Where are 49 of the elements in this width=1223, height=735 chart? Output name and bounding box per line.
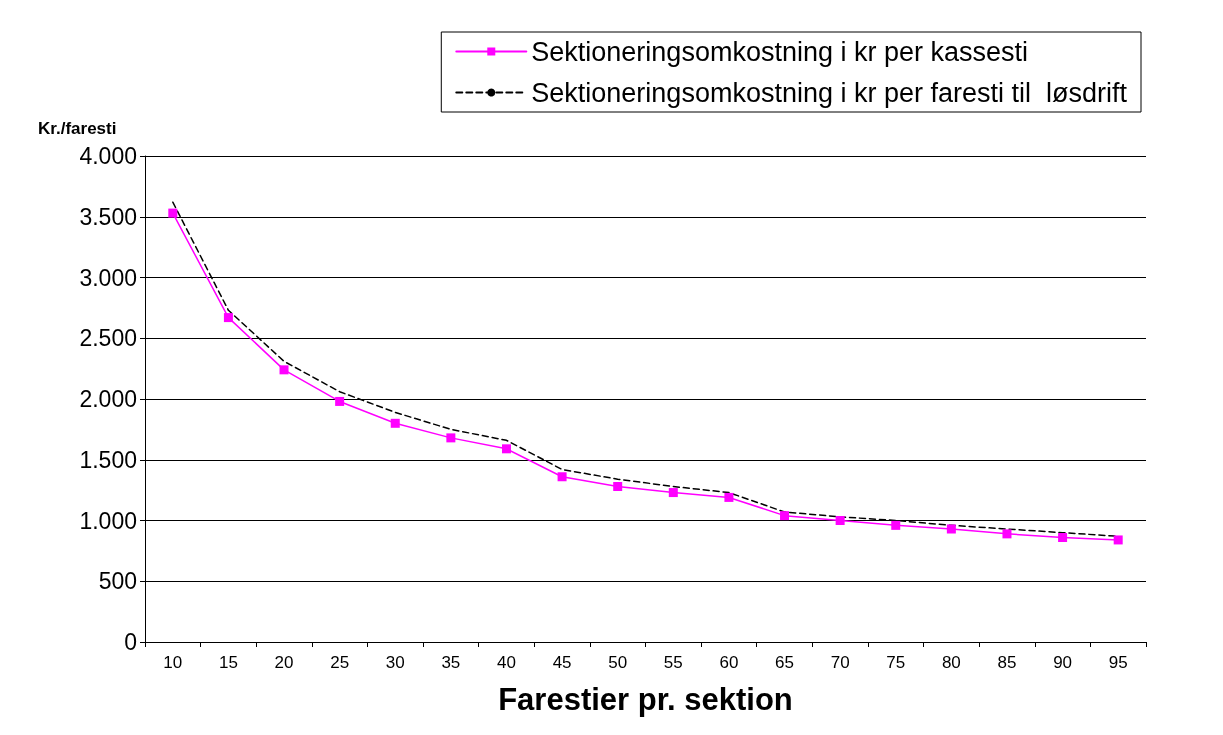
point (668, 488, 678, 498)
x-tick-label: 20 (274, 653, 294, 672)
point (335, 396, 345, 406)
x-tick-label: 55 (663, 653, 683, 672)
point (1002, 529, 1012, 539)
y-tick-label: 1.500 (79, 446, 137, 473)
x-tick-label: 10 (163, 653, 183, 672)
x-tick-label: 45 (552, 653, 572, 672)
x-tick-label: 65 (775, 653, 794, 672)
x-tick-label: 60 (719, 653, 739, 672)
point (390, 418, 400, 428)
point (1113, 535, 1123, 545)
x-tick-label: 50 (608, 653, 628, 672)
point (724, 492, 734, 502)
x-tick-label: 95 (1108, 653, 1128, 672)
point (1058, 533, 1068, 543)
point (557, 472, 567, 482)
x-tick-label: 80 (941, 653, 961, 672)
y-tick-label: 4.000 (79, 143, 137, 169)
y-tick-label: 2.500 (79, 325, 137, 352)
point (501, 444, 511, 454)
point (613, 481, 623, 491)
point (223, 313, 233, 323)
x-tick-label: 15 (218, 653, 238, 672)
y-tick-label: 0 (124, 629, 137, 655)
y-tick-label: 500 (98, 568, 137, 595)
y-tick-label: 3.000 (79, 264, 137, 291)
x-tick-label: 35 (441, 653, 461, 672)
x-axis-title: Farestier pr. sektion (498, 682, 793, 717)
y-axis-title: Kr./faresti (38, 119, 117, 138)
x-tick-label: 25 (330, 653, 350, 672)
y-tick-label: 3.500 (79, 203, 137, 230)
x-tick-label: 30 (385, 653, 405, 672)
x-tick-label: 70 (830, 653, 850, 672)
point (279, 365, 289, 375)
point (780, 511, 790, 521)
x-tick-label: 85 (997, 653, 1017, 672)
legend-label: Sektioneringsomkostning i kr per kassesti (531, 36, 1028, 67)
point (446, 433, 456, 443)
x-tick-label: 90 (1053, 653, 1073, 672)
x-tick-label: 40 (497, 653, 516, 672)
point (891, 520, 901, 530)
point (946, 524, 956, 534)
y-tick-label: 1.000 (79, 507, 137, 534)
legend-label: Sektioneringsomkostning i kr per faresti til løsdrift (531, 77, 1128, 108)
x-tick-label: 75 (886, 653, 906, 672)
y-tick-label: 2.000 (79, 386, 137, 412)
point (168, 208, 178, 218)
point (835, 516, 845, 525)
